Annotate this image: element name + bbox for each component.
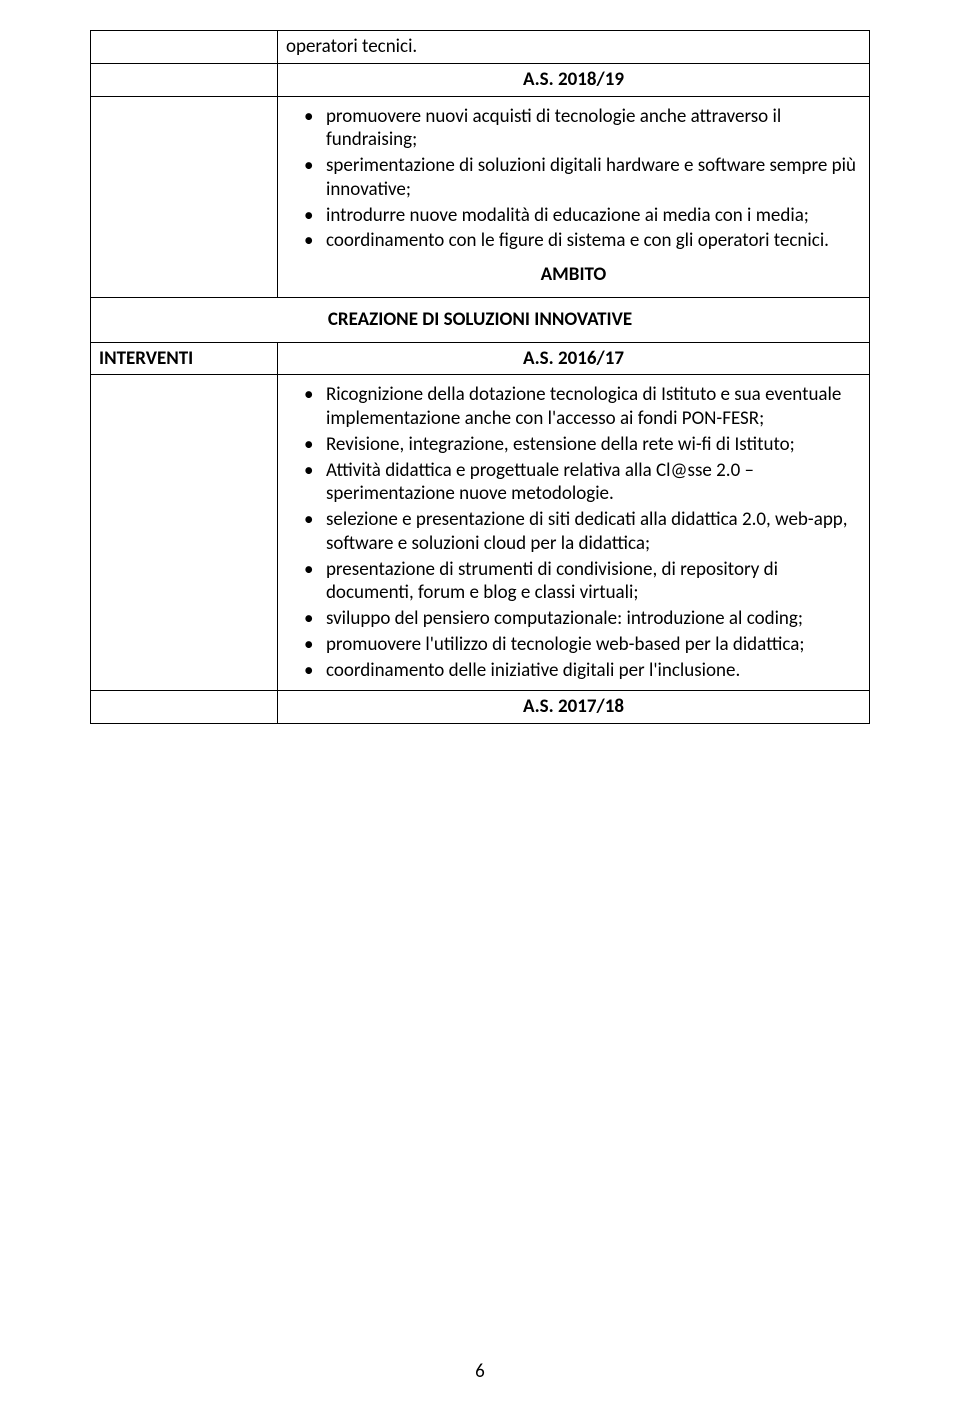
bullet-text: sperimentazione di soluzioni digitali ha…	[326, 154, 856, 201]
cell-empty	[91, 31, 278, 64]
interventi-cell: INTERVENTI	[91, 342, 278, 375]
section-heading-cell: CREAZIONE DI SOLUZIONI INNOVATIVE	[91, 297, 870, 342]
table-row: operatori tecnici.	[91, 31, 870, 64]
list-item: Revisione, integrazione, estensione dell…	[286, 433, 861, 457]
table-row: CREAZIONE DI SOLUZIONI INNOVATIVE	[91, 297, 870, 342]
list-item: promuovere l'utilizzo di tecnologie web-…	[286, 633, 861, 657]
cell-year-heading: A.S. 2018/19	[277, 63, 869, 96]
cell-empty	[91, 96, 278, 297]
section-heading: CREAZIONE DI SOLUZIONI INNOVATIVE	[328, 308, 632, 331]
bullet-text: selezione e presentazione di siti dedica…	[326, 508, 848, 555]
cell-empty	[91, 375, 278, 691]
list-item: coordinamento delle iniziative digitali …	[286, 659, 861, 683]
year-cell: A.S. 2017/18	[277, 691, 869, 724]
list-item: sviluppo del pensiero computazionale: in…	[286, 607, 861, 631]
list-item: Ricognizione della dotazione tecnologica…	[286, 383, 861, 431]
table-row: INTERVENTI A.S. 2016/17	[91, 342, 870, 375]
table-row: Ricognizione della dotazione tecnologica…	[91, 375, 870, 691]
table-row: A.S. 2017/18	[91, 691, 870, 724]
page-number: 6	[0, 1360, 960, 1383]
list-item: presentazione di strumenti di condivisio…	[286, 558, 861, 606]
cell-empty	[91, 63, 278, 96]
ambito-text: AMBITO	[541, 263, 607, 286]
bullet-text: coordinamento delle iniziative digitali …	[326, 659, 740, 682]
bullet-text: Ricognizione della dotazione tecnologica…	[326, 383, 841, 430]
main-table: operatori tecnici. A.S. 2018/19 promuove…	[90, 30, 870, 724]
list-item: promuovere nuovi acquisti di tecnologie …	[286, 105, 861, 153]
ambito-heading: AMBITO	[286, 257, 861, 293]
year-label: A.S. 2017/18	[523, 695, 624, 718]
cell-bullets: Ricognizione della dotazione tecnologica…	[277, 375, 869, 691]
table-row: promuovere nuovi acquisti di tecnologie …	[91, 96, 870, 297]
year-label: A.S. 2016/17	[523, 347, 624, 370]
year-label: A.S. 2018/19	[523, 68, 624, 91]
bullet-text: sviluppo del pensiero computazionale: in…	[326, 607, 803, 630]
body-text: operatori tecnici.	[286, 35, 417, 58]
list-item: introdurre nuove modalità di educazione …	[286, 204, 861, 228]
cell-empty	[91, 691, 278, 724]
document-page: operatori tecnici. A.S. 2018/19 promuove…	[0, 0, 960, 1403]
list-item: sperimentazione di soluzioni digitali ha…	[286, 154, 861, 202]
interventi-label: INTERVENTI	[99, 347, 193, 370]
page-number-text: 6	[475, 1360, 485, 1383]
cell-bullets: promuovere nuovi acquisti di tecnologie …	[277, 96, 869, 297]
list-item: coordinamento con le figure di sistema e…	[286, 229, 861, 253]
bullet-list: promuovere nuovi acquisti di tecnologie …	[286, 105, 861, 254]
bullet-text: introdurre nuove modalità di educazione …	[326, 204, 809, 227]
bullet-text: promuovere l'utilizzo di tecnologie web-…	[326, 633, 804, 656]
cell-text: operatori tecnici.	[277, 31, 869, 64]
bullet-text: Revisione, integrazione, estensione dell…	[326, 433, 795, 456]
table-row: A.S. 2018/19	[91, 63, 870, 96]
bullet-text: Attività didattica e progettuale relativ…	[326, 459, 754, 506]
list-item: Attività didattica e progettuale relativ…	[286, 459, 861, 507]
year-cell: A.S. 2016/17	[277, 342, 869, 375]
bullet-list: Ricognizione della dotazione tecnologica…	[286, 383, 861, 682]
bullet-text: coordinamento con le figure di sistema e…	[326, 229, 829, 252]
list-item: selezione e presentazione di siti dedica…	[286, 508, 861, 556]
bullet-text: promuovere nuovi acquisti di tecnologie …	[326, 105, 781, 152]
bullet-text: presentazione di strumenti di condivisio…	[326, 558, 778, 605]
